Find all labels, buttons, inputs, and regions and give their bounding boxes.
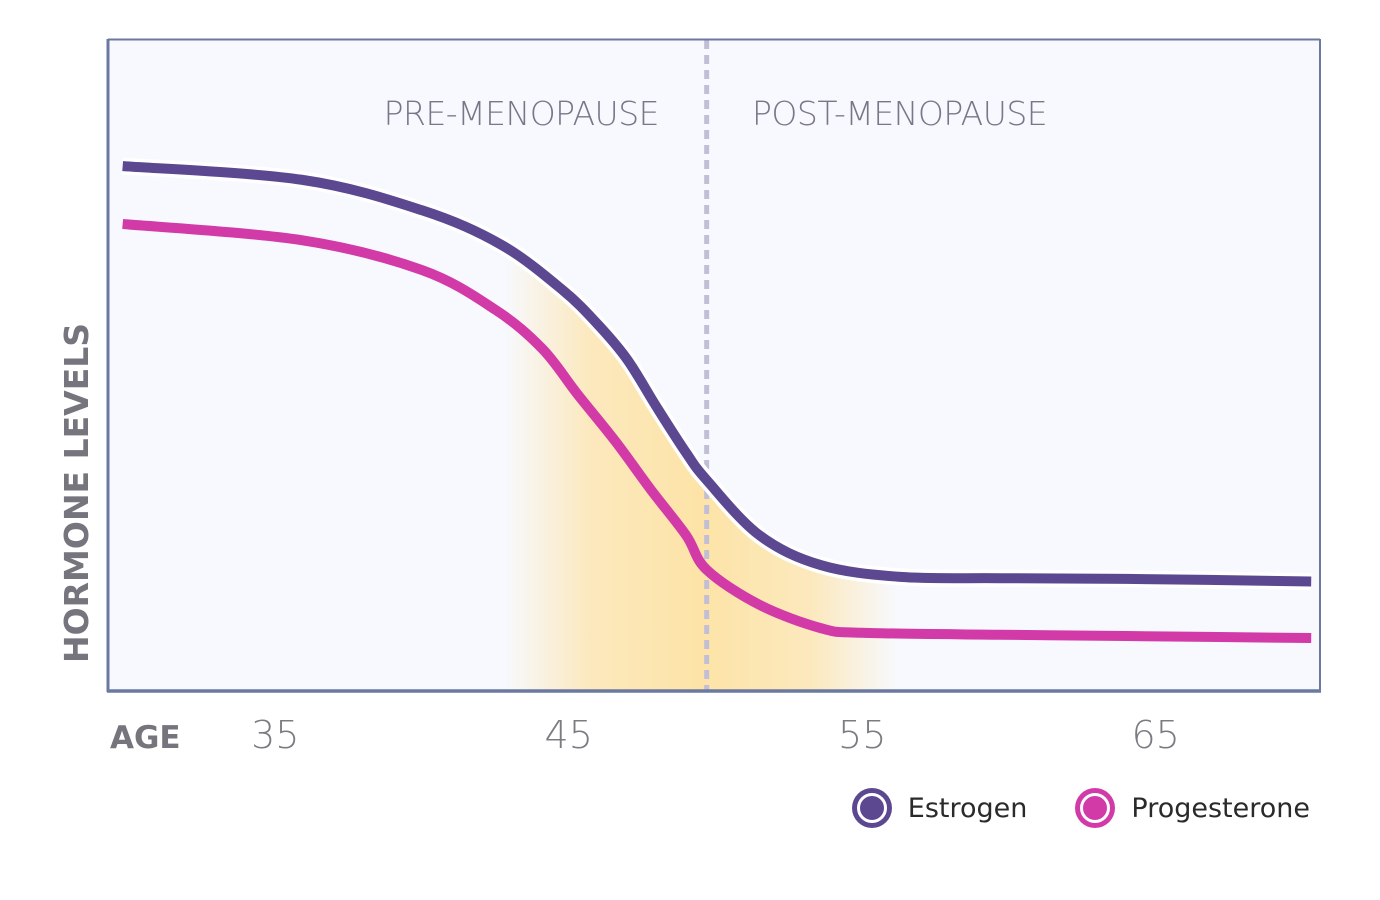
- estrogen-legend-swatch-icon: [851, 788, 892, 828]
- legend-label-estrogen: Estrogen: [907, 792, 1028, 824]
- legend-label-progesterone: Progesterone: [1131, 792, 1310, 824]
- progesterone-legend-swatch-icon: [1075, 788, 1116, 828]
- y-axis-title: HORMONE LEVELS: [57, 323, 96, 663]
- pre-menopause-label: PRE-MENOPAUSE: [384, 94, 659, 133]
- post-menopause-label: POST-MENOPAUSE: [752, 94, 1047, 133]
- x-tick-label: 35: [251, 713, 299, 757]
- progesterone-line: [122, 218, 1312, 643]
- x-axis-title: AGE: [110, 720, 181, 756]
- legend: Estrogen Progesterone: [851, 788, 1310, 828]
- x-tick-label: 55: [838, 713, 886, 757]
- x-tick-label: 65: [1131, 713, 1179, 757]
- legend-item-progesterone: Progesterone: [1075, 788, 1310, 828]
- legend-item-estrogen: Estrogen: [851, 788, 1028, 828]
- transition-highlight-band: [422, 210, 901, 690]
- estrogen-line: [122, 161, 1312, 587]
- x-tick-label: 45: [545, 713, 593, 757]
